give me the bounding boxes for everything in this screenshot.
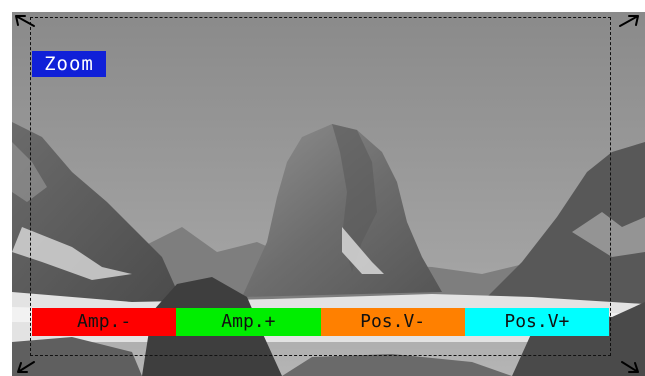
- arrow-up-right-icon[interactable]: [618, 12, 642, 36]
- pos-v-increase-button[interactable]: Pos.V+: [464, 308, 609, 336]
- arrow-down-left-icon[interactable]: [14, 352, 38, 376]
- amp-decrease-button[interactable]: Amp.-: [32, 308, 177, 336]
- arrow-up-left-icon[interactable]: [12, 12, 36, 36]
- amp-increase-button[interactable]: Amp.+: [176, 308, 321, 336]
- arrow-down-right-icon[interactable]: [618, 352, 642, 376]
- pos-v-decrease-button[interactable]: Pos.V-: [320, 308, 465, 336]
- zoom-label-badge: Zoom: [32, 51, 106, 77]
- osd-control-bar: Amp.- Amp.+ Pos.V- Pos.V+: [32, 308, 609, 336]
